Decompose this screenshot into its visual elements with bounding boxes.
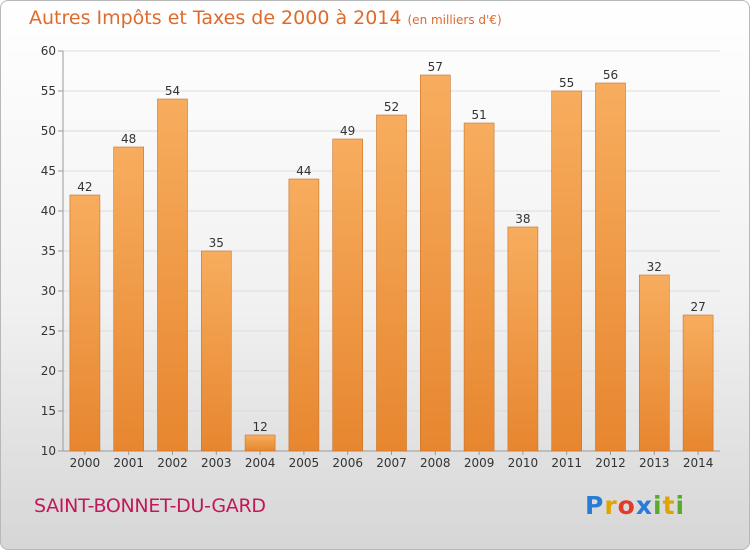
y-tick-label: 20	[41, 364, 56, 378]
bar	[332, 138, 364, 452]
bar	[638, 274, 670, 452]
y-tick-label: 50	[41, 124, 56, 138]
bar	[157, 98, 188, 452]
bar	[201, 250, 232, 452]
logo-letter: t	[662, 491, 676, 520]
bar	[595, 82, 626, 452]
logo-letter: x	[635, 491, 653, 520]
y-tick-label: 15	[41, 404, 56, 418]
x-tick-label: 2008	[420, 456, 451, 470]
bar-value-label: 54	[165, 84, 180, 98]
x-tick-label: 2009	[464, 456, 495, 470]
bar-value-label: 27	[690, 300, 705, 314]
bar	[551, 90, 583, 452]
logo-letter: r	[604, 491, 618, 520]
bar-value-label: 57	[428, 60, 443, 74]
bar	[244, 434, 276, 452]
x-tick-label: 2007	[376, 456, 407, 470]
logo-letter: P	[585, 491, 605, 520]
logo-letter: i	[675, 491, 686, 520]
x-tick-label: 2005	[289, 456, 320, 470]
x-tick-label: 2000	[70, 456, 101, 470]
labels: 10 15 20 25 30 35 40 45 50 55 60 42 2000 48 2001 54 2002…	[41, 44, 714, 470]
bar-value-label: 42	[77, 180, 92, 194]
bar-value-label: 55	[559, 76, 574, 90]
bar-value-label: 35	[209, 236, 224, 250]
title-text: Autres Impôts et Taxes de 2000 à 2014	[29, 7, 402, 29]
y-tick-label: 40	[41, 204, 56, 218]
bar	[419, 74, 451, 452]
bar	[507, 226, 539, 452]
bar	[113, 146, 144, 452]
bar-value-label: 44	[296, 164, 311, 178]
commune-name: SAINT-BONNET-DU-GARD	[34, 495, 266, 517]
proxiti-logo: Proxiti	[585, 491, 685, 520]
bar	[463, 122, 495, 452]
bar-value-label: 32	[647, 260, 662, 274]
x-tick-label: 2014	[683, 456, 714, 470]
x-tick-label: 2010	[508, 456, 539, 470]
x-tick-label: 2004	[245, 456, 276, 470]
y-tick-label: 60	[41, 44, 56, 58]
x-tick-label: 2006	[332, 456, 363, 470]
bars	[69, 74, 714, 452]
bar-value-label: 52	[384, 100, 399, 114]
bar	[69, 194, 101, 452]
y-tick-label: 25	[41, 324, 56, 338]
y-tick-label: 35	[41, 244, 56, 258]
y-tick-label: 10	[41, 444, 56, 458]
x-tick-label: 2012	[595, 456, 626, 470]
x-tick-label: 2002	[157, 456, 188, 470]
bar-value-label: 12	[252, 420, 267, 434]
bar-value-label: 56	[603, 68, 618, 82]
x-tick-label: 2001	[113, 456, 144, 470]
bar-value-label: 49	[340, 124, 355, 138]
unit-text: (en milliers d'€)	[407, 13, 502, 27]
bar	[288, 178, 320, 452]
bar	[682, 314, 714, 452]
logo-letter: i	[653, 491, 663, 520]
bar-value-label: 51	[471, 108, 486, 122]
chart-title: Autres Impôts et Taxes de 2000 à 2014 (en…	[29, 7, 502, 29]
bar-value-label: 38	[515, 212, 530, 226]
y-tick-label: 55	[41, 84, 56, 98]
x-tick-label: 2013	[639, 456, 670, 470]
x-tick-label: 2011	[551, 456, 582, 470]
bar-value-label: 48	[121, 132, 136, 146]
logo-letter: o	[617, 491, 636, 520]
bar	[376, 114, 407, 452]
x-tick-label: 2003	[201, 456, 232, 470]
y-tick-label: 30	[41, 284, 56, 298]
y-tick-label: 45	[41, 164, 56, 178]
